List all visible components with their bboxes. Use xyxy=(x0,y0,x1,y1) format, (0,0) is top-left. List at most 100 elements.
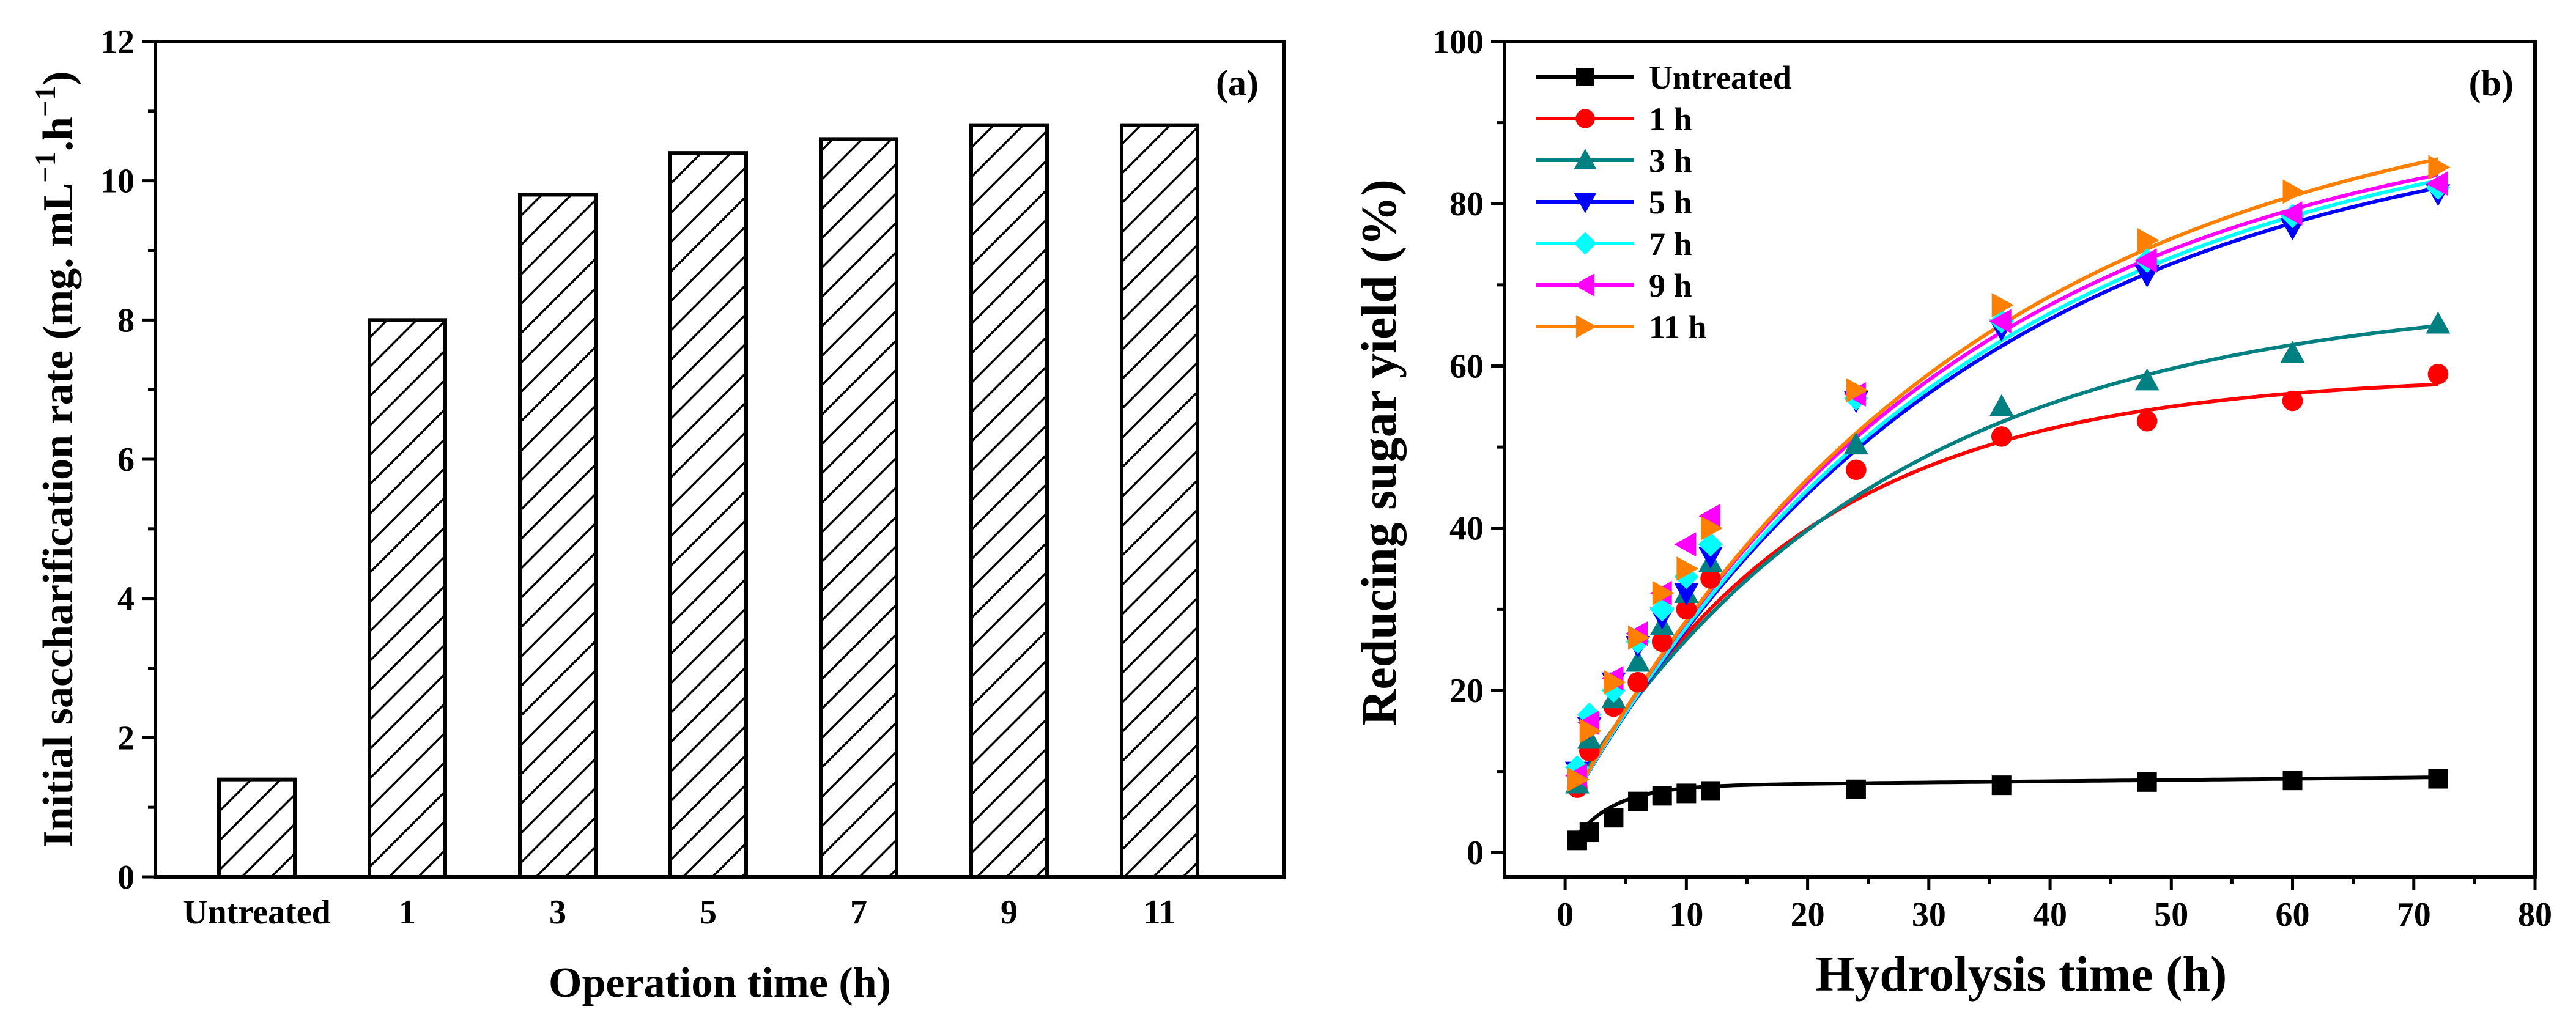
x-tick-label: 40 xyxy=(2033,896,2067,934)
fit-curve-9-h xyxy=(1575,173,2438,791)
x-tick-label: 9 xyxy=(1001,893,1018,931)
legend-label-7-h: 7 h xyxy=(1649,226,1692,262)
x-tick-label: Untreated xyxy=(183,893,331,931)
legend-marker-1-h xyxy=(1575,109,1595,128)
point-5-h xyxy=(2280,218,2305,241)
panel-b: 0 10 20 30 40 50 60 70 80 0 20 40 60 80 100 Untreated 1… xyxy=(1351,23,2552,1002)
bar-9 xyxy=(969,123,1049,879)
bar-1 xyxy=(368,318,447,879)
y-tick-label: 6 xyxy=(117,441,135,479)
point-3-h xyxy=(2280,341,2305,363)
bar-3 xyxy=(518,193,598,879)
x-tick-label: 11 xyxy=(1144,893,1176,931)
y-tick-label: 2 xyxy=(117,719,135,757)
x-tick-label: 5 xyxy=(700,893,717,931)
point-11-h xyxy=(1846,378,1868,403)
x-tick-label: 3 xyxy=(549,893,566,931)
y-tick-label: 10 xyxy=(100,163,135,201)
legend-marker-9-h xyxy=(1574,273,1594,297)
point-9-h xyxy=(2134,248,2157,273)
panel-a-ticks: Untreated 1 3 5 7 9 11 0 2 4 6 8 10 12 xyxy=(100,23,1175,931)
legend-label-1-h: 1 h xyxy=(1649,101,1692,138)
panel-b-x-axis-label: Hydrolysis time (h) xyxy=(1816,946,2227,1002)
fit-curve-5-h xyxy=(1575,186,2438,793)
y-tick-label: 100 xyxy=(1432,23,1484,61)
point-5-h xyxy=(2134,265,2160,287)
y-label-sup2: −1 xyxy=(29,86,62,117)
x-tick-label: 7 xyxy=(850,893,867,931)
point-1-h xyxy=(1651,631,1673,652)
point-9-h xyxy=(1674,532,1697,557)
bar-7 xyxy=(819,137,898,879)
point-untreated xyxy=(1991,775,2012,796)
x-tick-label: 20 xyxy=(1791,896,1825,934)
legend-label-3-h: 3 h xyxy=(1649,142,1692,179)
y-label-main: Initial saccharification rate (mg. mL xyxy=(35,183,82,848)
fit-curve-11-h xyxy=(1575,157,2439,791)
y-tick-label: 12 xyxy=(100,23,135,61)
point-11-h xyxy=(1567,767,1590,792)
fit-curve-7-h xyxy=(1575,179,2439,792)
y-label-sup1: −1 xyxy=(29,152,62,183)
point-11-h xyxy=(1604,670,1626,695)
panel-a-bars xyxy=(217,123,1199,879)
point-11-h xyxy=(2282,179,2305,204)
point-5-h xyxy=(1674,583,1699,605)
point-1-h xyxy=(1676,599,1697,620)
legend-marker-3-h xyxy=(1574,149,1597,169)
y-tick-label: 0 xyxy=(1467,834,1484,872)
point-11-h xyxy=(1652,580,1675,605)
legend-label-11-h: 11 h xyxy=(1649,309,1707,346)
panel-b-label: (b) xyxy=(2469,63,2514,103)
y-tick-label: 80 xyxy=(1449,185,1484,223)
panel-a-x-axis-label: Operation time (h) xyxy=(549,959,891,1007)
panel-a: Untreated 1 3 5 7 9 11 0 2 4 6 8 10 12 (a) Operation … xyxy=(29,23,1286,1007)
point-untreated xyxy=(1701,781,1720,801)
point-9-h xyxy=(1989,309,2012,334)
legend-label-5-h: 5 h xyxy=(1649,184,1692,221)
legend-label-9-h: 9 h xyxy=(1649,267,1692,304)
point-11-h xyxy=(1579,719,1602,744)
x-tick-label: 50 xyxy=(2154,896,2188,934)
point-3-h xyxy=(2134,368,2160,391)
point-11-h xyxy=(1991,293,2014,318)
panel-b-fit-curves xyxy=(1575,157,2439,837)
legend-marker-11-h xyxy=(1576,315,1597,338)
point-11-h xyxy=(2137,227,2160,253)
point-untreated xyxy=(1579,822,1599,843)
legend-label-untreated: Untreated xyxy=(1649,59,1791,96)
point-1-h xyxy=(1700,568,1721,589)
point-untreated xyxy=(1604,808,1624,828)
point-3-h xyxy=(1843,432,1868,455)
panel-b-points xyxy=(1564,155,2451,851)
x-tick-label: 70 xyxy=(2397,896,2431,934)
y-tick-label: 8 xyxy=(117,301,135,339)
panel-a-label: (a) xyxy=(1216,63,1259,103)
panel-b-legend: Untreated 1 h 3 h 5 h 7 h 9 h 11 h xyxy=(1536,59,1791,346)
y-label-mid: .h xyxy=(35,117,82,151)
legend-marker-untreated xyxy=(1576,68,1594,86)
y-tick-label: 40 xyxy=(1449,510,1484,548)
point-untreated xyxy=(2428,769,2448,789)
point-untreated xyxy=(1846,779,1866,799)
panel-b-ticks: 0 10 20 30 40 50 60 70 80 0 20 40 60 80 100 xyxy=(1432,23,2552,934)
point-1-h xyxy=(2136,410,2158,432)
point-untreated xyxy=(2137,772,2157,792)
point-5-h xyxy=(1698,547,1723,569)
x-tick-label: 1 xyxy=(399,893,416,931)
point-11-h xyxy=(1628,625,1651,650)
point-1-h xyxy=(1991,426,2012,447)
bar-5 xyxy=(668,151,748,879)
bar-untreated xyxy=(217,777,297,879)
panel-b-frame xyxy=(1503,40,2537,879)
x-tick-label: 0 xyxy=(1556,896,1574,934)
legend-marker-5-h xyxy=(1574,193,1597,213)
point-1-h xyxy=(2282,390,2303,412)
y-tick-label: 20 xyxy=(1449,672,1484,710)
x-tick-label: 60 xyxy=(2276,896,2310,934)
point-9-h xyxy=(1698,503,1720,528)
legend-marker-7-h xyxy=(1574,232,1597,255)
point-9-h xyxy=(2426,171,2448,196)
point-untreated xyxy=(1676,783,1697,804)
